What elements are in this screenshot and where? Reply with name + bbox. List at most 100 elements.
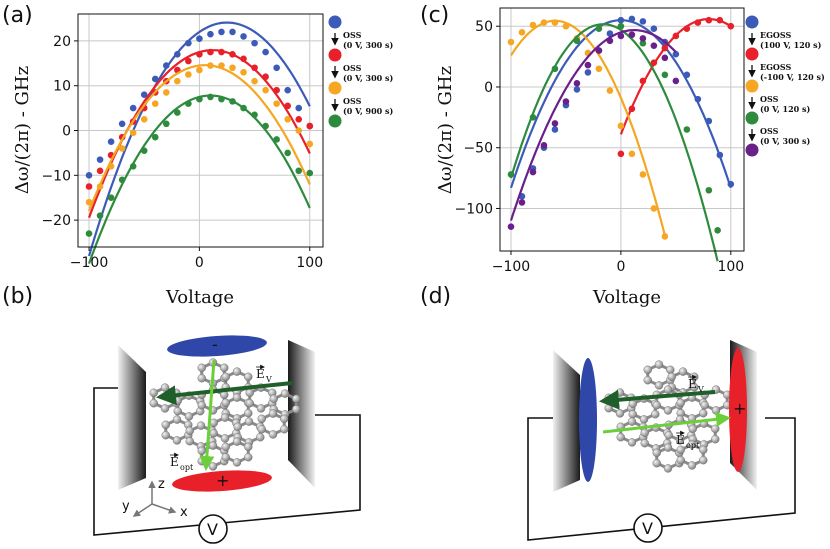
legend-step-label: OSS [343, 96, 362, 106]
data-point-blue [284, 86, 291, 94]
legend-step-label: OSS [343, 63, 362, 73]
atom [652, 459, 661, 468]
atom [699, 409, 708, 418]
data-point-orange [617, 122, 625, 130]
data-point-green [507, 171, 515, 178]
atom [687, 440, 697, 449]
data-point-purple [595, 47, 603, 54]
field-opt-arrow [199, 359, 216, 471]
atom [197, 374, 206, 383]
atom [292, 394, 301, 403]
data-point-purple [606, 37, 614, 45]
data-point-orange [262, 86, 269, 94]
data-point-green [185, 100, 192, 107]
data-point-green [306, 169, 314, 177]
x-axis-label: Voltage [592, 287, 661, 308]
atom [640, 428, 649, 437]
atom [197, 401, 206, 410]
field-opt-sub: opt [180, 463, 194, 472]
data-point-orange [650, 205, 658, 212]
data-point-red [672, 32, 680, 40]
atom [676, 456, 685, 465]
legend-step-condition: (100 V, 120 s) [760, 40, 822, 50]
data-point-orange [240, 68, 247, 76]
y-tick-label: 20 [53, 34, 71, 50]
data-point-green [617, 22, 625, 30]
atom [244, 409, 253, 418]
atom [256, 433, 265, 442]
axis-z-label: z [158, 477, 165, 492]
atom [149, 399, 158, 408]
field-opt-label: E [170, 455, 179, 469]
atom [663, 464, 673, 473]
data-point-red [705, 16, 713, 24]
data-point-blue [251, 39, 258, 47]
atom [711, 424, 720, 433]
series-fit-line-blue [87, 21, 311, 257]
data-point-orange [518, 29, 526, 36]
atom [640, 439, 649, 448]
data-point-purple [672, 77, 680, 85]
legend-marker-blue [328, 15, 342, 29]
data-point-orange [196, 66, 203, 74]
series-fit-line-green [509, 23, 719, 262]
legend-marker-green [745, 111, 759, 125]
data-point-orange [595, 65, 603, 73]
negative-charge-cloud [579, 358, 597, 482]
data-point-red [284, 102, 291, 110]
field-v-arrow [156, 381, 293, 406]
atom [699, 456, 708, 465]
series-fit-line-purple [509, 28, 677, 221]
x-tick-label: −100 [492, 259, 530, 275]
data-point-orange [540, 19, 548, 26]
atom [280, 425, 289, 434]
data-point-blue [118, 120, 126, 128]
schematic-d: + E V E opt V [527, 340, 796, 543]
data-point-purple [661, 54, 669, 62]
data-point-red [185, 57, 192, 65]
atom [173, 407, 182, 416]
atom [663, 385, 673, 394]
data-point-green [705, 186, 713, 194]
atom [268, 409, 278, 418]
data-point-green [262, 122, 269, 130]
data-point-green [551, 65, 559, 73]
legend-step-condition: (0 V, 300 s) [343, 73, 394, 83]
x-tick-label: 0 [195, 255, 204, 271]
chart-c: −100 0 100 −100 −50 0 50 Voltage Δω/(2π) - GHz EG… [435, 7, 825, 308]
atom [197, 446, 206, 455]
x-tick-label: 100 [296, 255, 323, 271]
atom [173, 396, 182, 405]
data-point-green [529, 114, 537, 121]
atom [232, 458, 242, 467]
data-point-red [650, 59, 658, 66]
atom [221, 453, 230, 462]
y-axis-label: Δω/(2π) - GHz [12, 66, 33, 194]
data-point-blue [85, 172, 93, 179]
atom [172, 415, 182, 424]
atom [687, 461, 697, 470]
voltmeter-label: V [642, 519, 653, 538]
voltmeter-icon [198, 514, 228, 544]
atom [676, 445, 685, 454]
data-point-purple [584, 61, 592, 69]
atom [666, 365, 675, 374]
data-point-blue [196, 35, 203, 42]
right-plate [288, 340, 315, 488]
data-point-orange [185, 71, 192, 78]
legend-step-label: EGOSS [760, 30, 792, 40]
atom [220, 363, 229, 372]
data-point-orange [661, 233, 669, 240]
data-point-blue [705, 117, 713, 125]
data-point-green [129, 163, 137, 170]
panel-label-c: (c) [420, 3, 449, 28]
data-point-red [694, 19, 702, 26]
data-point-green [151, 133, 159, 141]
atom [651, 410, 660, 419]
field-opt-arrow [602, 411, 731, 434]
atom [245, 388, 254, 397]
atom [244, 453, 253, 462]
atom [160, 383, 170, 392]
